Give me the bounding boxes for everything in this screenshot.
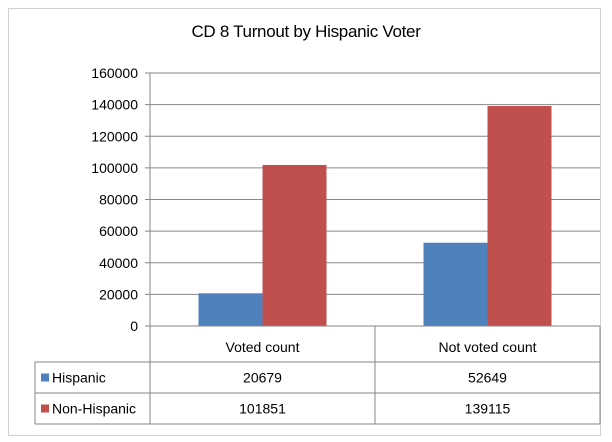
data-label: 52649 bbox=[468, 370, 507, 386]
bar bbox=[198, 293, 263, 326]
y-tick-label: 120000 bbox=[91, 128, 138, 144]
y-axis: 0 20000 40000 60000 80000 100000 120000 140000 1… bbox=[91, 65, 151, 334]
chart-title: CD 8 Turnout by Hispanic Voter bbox=[191, 22, 421, 41]
legend-key bbox=[41, 404, 49, 413]
data-table: Voted count Not voted count Hispanic 20679 5… bbox=[34, 325, 601, 425]
category-label: Not voted count bbox=[438, 339, 536, 355]
y-tick-label: 0 bbox=[130, 318, 138, 334]
y-tick-label: 60000 bbox=[99, 223, 138, 239]
data-label: 20679 bbox=[243, 370, 282, 386]
data-label: 139115 bbox=[465, 401, 511, 417]
y-tick-label: 20000 bbox=[99, 286, 138, 302]
y-tick-label: 140000 bbox=[91, 97, 138, 113]
y-tick-label: 80000 bbox=[99, 192, 138, 208]
category-label: Voted count bbox=[226, 339, 300, 355]
bar bbox=[262, 164, 327, 326]
bars bbox=[198, 106, 552, 326]
data-label: 101851 bbox=[239, 401, 286, 417]
legend-key bbox=[41, 373, 49, 382]
bar bbox=[487, 106, 552, 326]
series-label: Non-Hispanic bbox=[52, 401, 136, 417]
bar bbox=[423, 242, 488, 326]
y-tick-label: 100000 bbox=[91, 160, 138, 176]
y-tick-label: 160000 bbox=[91, 65, 138, 81]
y-tick-label: 40000 bbox=[99, 255, 138, 271]
series-label: Hispanic bbox=[52, 370, 106, 386]
